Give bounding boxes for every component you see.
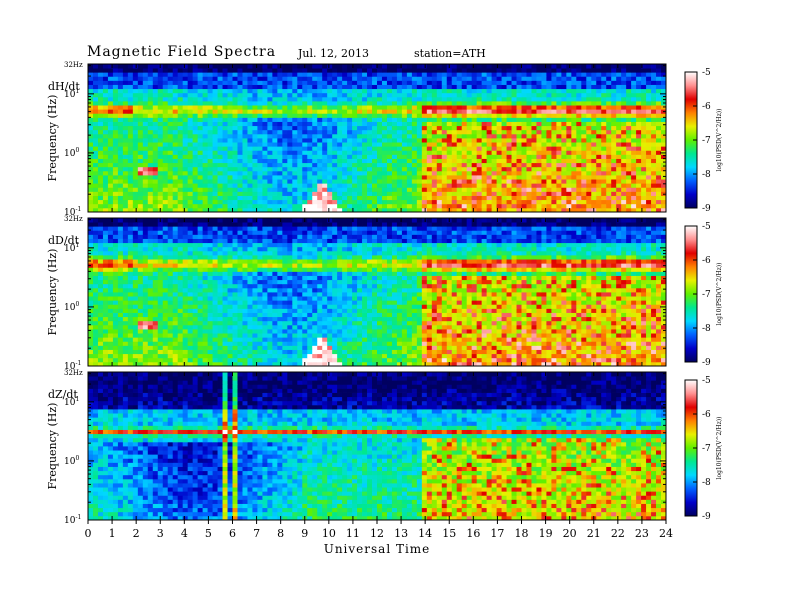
panel-3: dZ/dt 32Hz 101 100 10-1 Frequency (Hz) -5 -6 -7 -… — [46, 369, 723, 526]
x-tick-label: 16 — [466, 527, 480, 540]
x-tick-label: 7 — [253, 527, 260, 540]
x-tick-label: 13 — [394, 527, 408, 540]
colorbar-tick-label: -8 — [702, 324, 711, 334]
x-tick-label: 2 — [133, 527, 140, 540]
y-tick-label: 101 — [64, 88, 79, 100]
y-tick-label: 100 — [64, 301, 79, 313]
colorbar-tick-label: -9 — [702, 512, 711, 522]
figure-title: Magnetic Field Spectra — [87, 44, 277, 60]
y-top-label: 32Hz — [64, 369, 83, 377]
colorbar-tick-label: -5 — [702, 222, 711, 232]
y-axis-label: Frequency (Hz) — [46, 249, 59, 336]
x-tick-label: 20 — [563, 527, 577, 540]
station-label: station=ATH — [414, 47, 486, 60]
colorbar-tick-label: -6 — [702, 102, 711, 112]
colorbar-tick-label: -8 — [702, 170, 711, 180]
x-tick-label: 12 — [370, 527, 384, 540]
y-tick-label: 101 — [64, 396, 79, 408]
panel-label: dH/dt — [48, 80, 80, 93]
x-axis-label: Universal Time — [324, 542, 431, 556]
x-tick-label: 10 — [322, 527, 336, 540]
x-tick-label: 9 — [301, 527, 308, 540]
x-tick-label: 0 — [85, 527, 92, 540]
x-tick-label: 19 — [539, 527, 553, 540]
colorbar-tick-label: -6 — [702, 256, 711, 266]
y-tick-label: 100 — [64, 147, 79, 159]
panel-label: dZ/dt — [48, 388, 78, 401]
x-tick-label: 4 — [181, 527, 188, 540]
colorbar-tick-label: -8 — [702, 478, 711, 488]
x-tick-label: 15 — [442, 527, 456, 540]
y-tick-label: 10-1 — [64, 514, 81, 526]
x-tick-label: 17 — [490, 527, 504, 540]
y-tick-label: 101 — [64, 242, 79, 254]
x-tick-label: 11 — [346, 527, 360, 540]
x-tick-label: 8 — [277, 527, 284, 540]
colorbar-tick-label: -6 — [702, 410, 711, 420]
x-tick-label: 6 — [229, 527, 236, 540]
x-tick-label: 18 — [515, 527, 529, 540]
colorbar-label: log10(PSD(V^2/Hz)) — [716, 263, 723, 326]
spectrogram — [88, 372, 667, 521]
y-top-label: 32Hz — [64, 61, 83, 69]
x-tick-label: 21 — [587, 527, 601, 540]
x-tick-label: 14 — [418, 527, 432, 540]
colorbar-tick-label: -5 — [702, 68, 711, 78]
colorbar-tick-label: -9 — [702, 358, 711, 368]
x-tick-label: 22 — [611, 527, 625, 540]
colorbar-tick-label: -7 — [702, 290, 711, 300]
colorbar-tick-label: -5 — [702, 376, 711, 386]
x-tick-label: 3 — [157, 527, 164, 540]
x-tick-label: 1 — [109, 527, 116, 540]
y-top-label: 32Hz — [64, 215, 83, 223]
colorbar-label: log10(PSD(V^2/Hz)) — [716, 109, 723, 172]
colorbar-tick-label: -7 — [702, 136, 711, 146]
date-label: Jul. 12, 2013 — [298, 47, 369, 60]
x-tick-label: 24 — [659, 527, 673, 540]
colorbar-tick-label: -9 — [702, 204, 711, 214]
y-tick-label: 100 — [64, 455, 79, 467]
spectrogram — [88, 64, 667, 213]
x-tick-label: 23 — [635, 527, 649, 540]
colorbar-label: log10(PSD(V^2/Hz)) — [716, 417, 723, 480]
x-tick-label: 5 — [205, 527, 212, 540]
spectrogram — [88, 218, 667, 367]
panel-label: dD/dt — [48, 234, 80, 247]
y-axis-label: Frequency (Hz) — [46, 403, 59, 490]
y-axis-label: Frequency (Hz) — [46, 95, 59, 182]
colorbar-tick-label: -7 — [702, 444, 711, 454]
